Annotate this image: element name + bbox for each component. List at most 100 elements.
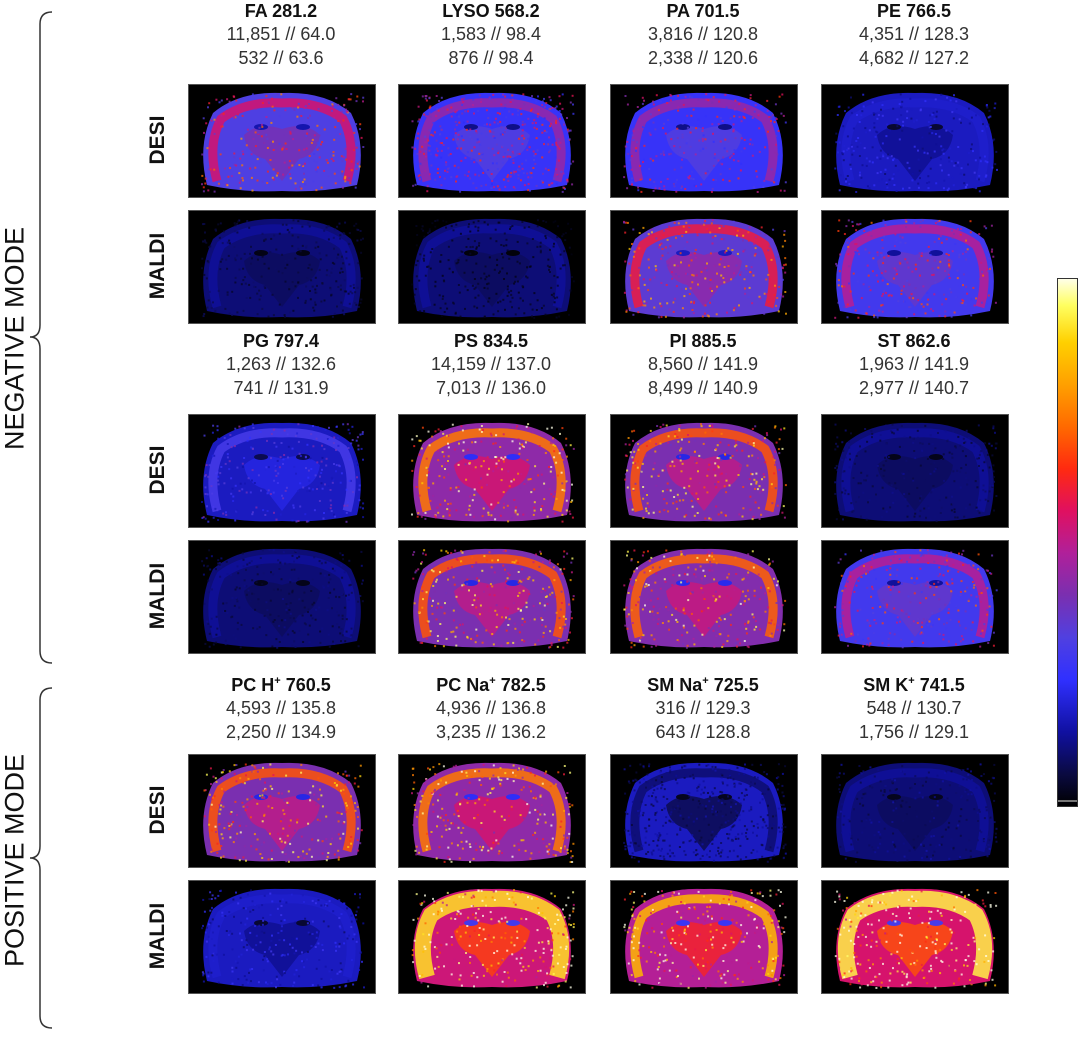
desi-brain-section [611,755,797,867]
desi-brain-section [611,85,797,197]
panel-title: PI 885.5 [608,330,798,352]
maldi-brain-section [822,881,1008,993]
title-main: SM K [863,675,908,695]
panel-title: PA 701.5 [608,0,798,22]
panel-title: SM K+ 741.5 [819,670,1009,696]
maldi-brain-section [189,881,375,993]
positive-mode-label: POSITIVE MODE [0,681,31,1041]
desi-image-1-1 [188,84,376,198]
panel-line2: 8,499 // 140.9 [608,376,798,400]
panel-line1: 1,963 // 141.9 [819,352,1009,376]
panel-line1: 8,560 // 141.9 [608,352,798,376]
maldi-brain-section [611,881,797,993]
panel-line1: 14,159 // 137.0 [396,352,586,376]
panel-title: PC Na+ 782.5 [396,670,586,696]
row-label-maldi-2: MALDI [146,546,170,646]
panel-line1: 4,351 // 128.3 [819,22,1009,46]
panel-title: PG 797.4 [186,330,376,352]
maldi-image-1-4 [821,210,1009,324]
maldi-image-3-3 [610,880,798,994]
panel-title: PE 766.5 [819,0,1009,22]
panel-title: LYSO 568.2 [396,0,586,22]
maldi-image-2-4 [821,540,1009,654]
panel-line1: 1,583 // 98.4 [396,22,586,46]
maldi-image-3-2 [398,880,586,994]
panel-line2: 4,682 // 127.2 [819,46,1009,70]
maldi-brain-section [611,541,797,653]
row-label-desi-1: DESI [146,90,170,190]
desi-image-3-2 [398,754,586,868]
desi-brain-section [822,85,1008,197]
maldi-image-3-4 [821,880,1009,994]
panel-line1: 316 // 129.3 [608,696,798,720]
maldi-brain-section [399,211,585,323]
desi-image-2-3 [610,414,798,528]
panel-line2: 2,977 // 140.7 [819,376,1009,400]
desi-brain-section [399,415,585,527]
panel-line1: 3,816 // 120.8 [608,22,798,46]
panel-line2: 532 // 63.6 [186,46,376,70]
maldi-image-1-3 [610,210,798,324]
panel-line2: 741 // 131.9 [186,376,376,400]
desi-brain-section [399,755,585,867]
panel-line2: 2,250 // 134.9 [186,720,376,744]
negative-mode-brace [28,10,54,665]
desi-brain-section [822,755,1008,867]
panel-line2: 7,013 // 136.0 [396,376,586,400]
panel-line2: 1,756 // 129.1 [819,720,1009,744]
desi-brain-section [189,85,375,197]
maldi-brain-section [189,211,375,323]
panel-line2: 876 // 98.4 [396,46,586,70]
maldi-image-1-1 [188,210,376,324]
panel-title: PC H+ 760.5 [186,670,376,696]
positive-mode-brace [28,686,54,1030]
negative-mode-label: NEGATIVE MODE [0,159,31,519]
desi-image-3-3 [610,754,798,868]
title-main: PC H [231,675,274,695]
intensity-colorbar [1057,278,1078,807]
title-rest: 782.5 [496,675,546,695]
desi-image-1-2 [398,84,586,198]
desi-brain-section [822,415,1008,527]
maldi-image-2-2 [398,540,586,654]
desi-brain-section [189,755,375,867]
desi-image-2-2 [398,414,586,528]
panel-title: ST 862.6 [819,330,1009,352]
maldi-image-3-1 [188,880,376,994]
title-rest: 760.5 [281,675,331,695]
maldi-brain-section [399,541,585,653]
panel-line1: 1,263 // 132.6 [186,352,376,376]
row-label-desi-2: DESI [146,420,170,520]
panel-line1: 4,593 // 135.8 [186,696,376,720]
maldi-image-2-3 [610,540,798,654]
maldi-image-1-2 [398,210,586,324]
row-label-desi-3: DESI [146,760,170,860]
title-main: PC Na [436,675,489,695]
title-rest: 725.5 [709,675,759,695]
panel-line2: 3,235 // 136.2 [396,720,586,744]
panel-title: PS 834.5 [396,330,586,352]
maldi-brain-section [822,211,1008,323]
maldi-brain-section [189,541,375,653]
desi-image-2-4 [821,414,1009,528]
maldi-image-2-1 [188,540,376,654]
panel-title: FA 281.2 [186,0,376,22]
maldi-brain-section [399,881,585,993]
panel-line1: 4,936 // 136.8 [396,696,586,720]
title-rest: 741.5 [915,675,965,695]
title-main: SM Na [647,675,702,695]
desi-image-1-3 [610,84,798,198]
row-label-maldi-1: MALDI [146,216,170,316]
desi-image-2-1 [188,414,376,528]
row-label-maldi-3: MALDI [146,886,170,986]
desi-image-3-1 [188,754,376,868]
